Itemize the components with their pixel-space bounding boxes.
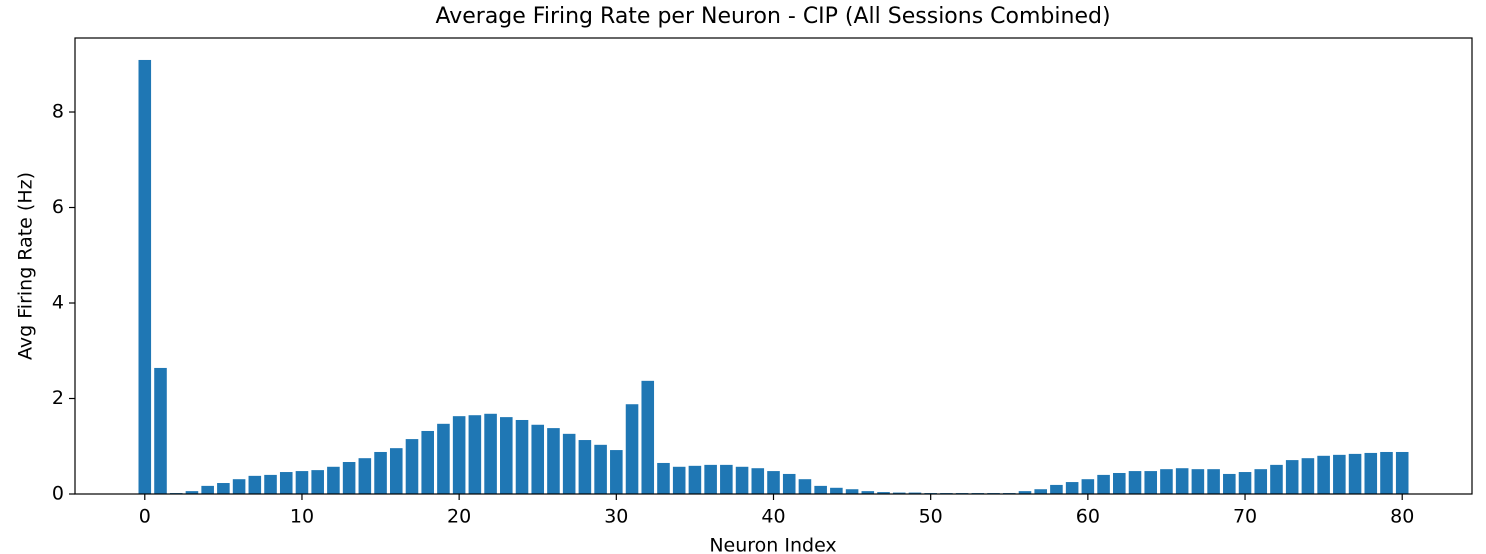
bar bbox=[704, 464, 717, 494]
bar bbox=[1301, 458, 1315, 494]
bar bbox=[232, 479, 246, 494]
bar bbox=[201, 485, 214, 494]
bar bbox=[138, 59, 152, 495]
bar bbox=[279, 472, 293, 494]
bar bbox=[782, 473, 796, 494]
bar bbox=[515, 419, 529, 494]
y-tick-label: 6 bbox=[52, 196, 64, 218]
bar bbox=[798, 479, 812, 494]
bar bbox=[562, 433, 576, 494]
bar bbox=[437, 423, 450, 494]
bar bbox=[814, 485, 827, 494]
x-tick-label: 50 bbox=[919, 506, 943, 528]
bar bbox=[830, 487, 843, 494]
bar bbox=[625, 404, 639, 494]
bar bbox=[610, 450, 623, 494]
bar bbox=[547, 428, 560, 494]
bar bbox=[484, 413, 497, 494]
bar bbox=[1238, 472, 1252, 494]
bar bbox=[845, 489, 859, 494]
bar bbox=[1348, 453, 1362, 494]
bar bbox=[1018, 491, 1032, 494]
bar bbox=[720, 464, 733, 494]
bar bbox=[311, 470, 324, 494]
bar bbox=[1380, 451, 1393, 494]
bar bbox=[1160, 469, 1173, 494]
bar bbox=[1223, 473, 1236, 494]
bar bbox=[327, 466, 340, 494]
x-tick-label: 10 bbox=[290, 506, 314, 528]
bar bbox=[1050, 484, 1063, 494]
bar bbox=[908, 492, 922, 494]
bar bbox=[767, 471, 780, 494]
bar bbox=[1175, 468, 1189, 494]
bar bbox=[672, 466, 686, 494]
bar bbox=[1113, 472, 1126, 494]
bar bbox=[389, 448, 403, 494]
x-tick-label: 80 bbox=[1390, 506, 1414, 528]
y-axis-label: Avg Firing Rate (Hz) bbox=[15, 172, 37, 360]
y-tick-label: 8 bbox=[52, 101, 64, 123]
y-tick-label: 2 bbox=[52, 387, 64, 409]
bar bbox=[1364, 452, 1378, 494]
bar bbox=[154, 367, 167, 494]
bar bbox=[342, 462, 356, 494]
bar bbox=[185, 491, 199, 494]
x-tick-label: 60 bbox=[1076, 506, 1100, 528]
bar bbox=[735, 466, 749, 494]
bar bbox=[578, 440, 592, 494]
y-tick-label: 4 bbox=[52, 292, 64, 314]
plot-frame bbox=[74, 37, 1473, 495]
bar bbox=[264, 474, 277, 494]
bar bbox=[374, 451, 387, 494]
bar bbox=[877, 492, 890, 494]
bar bbox=[1144, 471, 1158, 494]
bar bbox=[405, 439, 419, 494]
bar bbox=[751, 468, 765, 494]
bar bbox=[1034, 489, 1047, 494]
x-axis-label: Neuron Index bbox=[709, 535, 836, 554]
x-tick-label: 70 bbox=[1233, 506, 1257, 528]
bar bbox=[1317, 455, 1330, 494]
bar bbox=[452, 416, 466, 494]
chart-title: Average Firing Rate per Neuron - CIP (Al… bbox=[435, 4, 1110, 29]
bar bbox=[657, 462, 670, 494]
x-tick-label: 30 bbox=[604, 506, 628, 528]
bar bbox=[641, 380, 655, 494]
bar bbox=[1285, 460, 1299, 494]
bar bbox=[1254, 469, 1268, 494]
bar bbox=[892, 492, 906, 494]
bar bbox=[500, 417, 513, 494]
bar bbox=[295, 471, 309, 494]
bar bbox=[861, 491, 875, 494]
bar bbox=[358, 458, 372, 494]
bar bbox=[688, 465, 702, 494]
x-tick-label: 0 bbox=[139, 506, 151, 528]
bar bbox=[1333, 454, 1346, 494]
bar bbox=[1081, 479, 1095, 494]
bar bbox=[248, 475, 262, 494]
bar bbox=[531, 424, 545, 494]
bar bbox=[1191, 469, 1205, 494]
bar bbox=[1128, 471, 1142, 494]
bar bbox=[1270, 464, 1283, 494]
x-tick-label: 20 bbox=[447, 506, 471, 528]
bar bbox=[1097, 474, 1110, 494]
bar bbox=[421, 430, 434, 494]
bar bbox=[1207, 469, 1220, 494]
bar bbox=[468, 415, 482, 494]
bar bbox=[1065, 482, 1079, 494]
y-tick-label: 0 bbox=[52, 483, 64, 505]
bar bbox=[217, 483, 230, 494]
x-tick-label: 40 bbox=[761, 506, 785, 528]
bar bbox=[594, 444, 607, 494]
bar bbox=[1395, 451, 1409, 494]
